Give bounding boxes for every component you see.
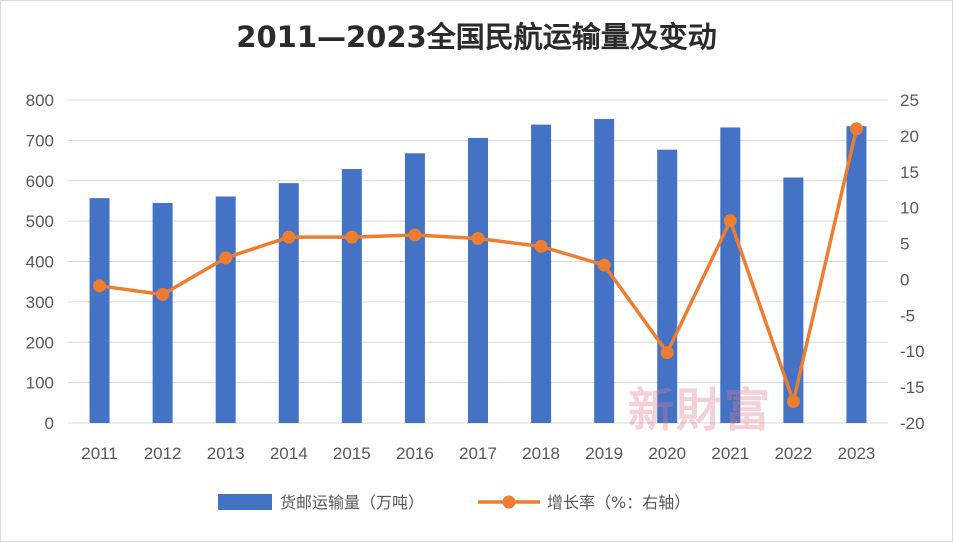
x-tick-label: 2020 [648,444,686,463]
x-tick-label: 2019 [585,444,623,463]
x-tick-label: 2017 [459,444,497,463]
bar [468,137,488,423]
bar [720,127,741,423]
bar [341,169,362,423]
y-right-tick-label: 0 [900,270,909,289]
y-left-tick-label: 500 [26,212,54,231]
x-tick-label: 2011 [81,444,118,463]
line-point [471,232,485,246]
bar [278,183,299,423]
x-tick-label: 2022 [774,444,812,463]
line-point [408,228,422,242]
bar [531,124,552,423]
line-point [345,230,359,244]
y-right-tick-label: 25 [900,91,919,110]
bar [152,202,173,423]
legend-swatch-marker [502,495,516,509]
line-point [660,346,674,360]
y-left-tick-label: 200 [26,333,54,352]
y-left-tick-label: 600 [26,172,54,191]
bar [404,153,425,424]
line-point [156,288,170,302]
y-right-tick-label: -10 [900,342,925,361]
line-point [93,279,107,293]
watermark-logo: 新財富 [628,383,772,437]
y-axis-right: -20 -15 -10 -5 0 5 10 15 20 25 [900,91,925,433]
y-left-tick-label: 300 [26,293,54,312]
y-right-tick-label: 20 [900,127,919,146]
y-left-tick-label: 700 [26,131,54,150]
bar [783,177,804,423]
y-right-tick-label: -20 [900,414,925,433]
line-point [849,122,863,136]
line-series [93,122,863,408]
line-point [282,230,296,244]
y-left-tick-label: 800 [26,91,54,110]
x-axis: 2011 2012 2013 2014 2015 2016 2017 2018 2019 2020… [81,444,875,463]
y-right-tick-label: -15 [900,378,925,397]
y-left-tick-label: 400 [26,253,54,272]
line-point [219,251,233,265]
line-point [597,258,611,272]
line-point [786,394,800,408]
chart-title: 2011—2023全国民航运输量及变动 [236,20,717,54]
x-tick-label: 2016 [396,444,434,463]
bar [89,198,110,423]
legend-swatch-bar [218,494,272,510]
legend-label-line: 增长率（%：右轴） [547,493,690,512]
x-tick-label: 2014 [270,444,308,463]
y-axis-left: 0 100 200 300 400 500 600 700 800 [26,91,54,433]
y-right-tick-label: 5 [900,235,909,254]
line-point [534,239,548,253]
bar [215,196,236,423]
y-left-tick-label: 100 [26,374,54,393]
legend-label-bar: 货邮运输量（万吨） [280,493,424,512]
x-tick-label: 2023 [838,444,876,463]
bar [846,126,867,424]
bar-series [89,118,867,424]
x-tick-label: 2012 [144,444,182,463]
line-point [723,214,737,228]
y-right-tick-label: 15 [900,163,919,182]
y-left-tick-label: 0 [45,414,54,433]
x-tick-label: 2018 [522,444,560,463]
y-right-tick-label: 10 [900,199,919,218]
x-tick-label: 2015 [333,444,371,463]
legend: 货邮运输量（万吨） 增长率（%：右轴） [218,493,690,512]
y-right-tick-label: -5 [900,306,915,325]
x-tick-label: 2021 [711,444,749,463]
x-tick-label: 2013 [207,444,245,463]
